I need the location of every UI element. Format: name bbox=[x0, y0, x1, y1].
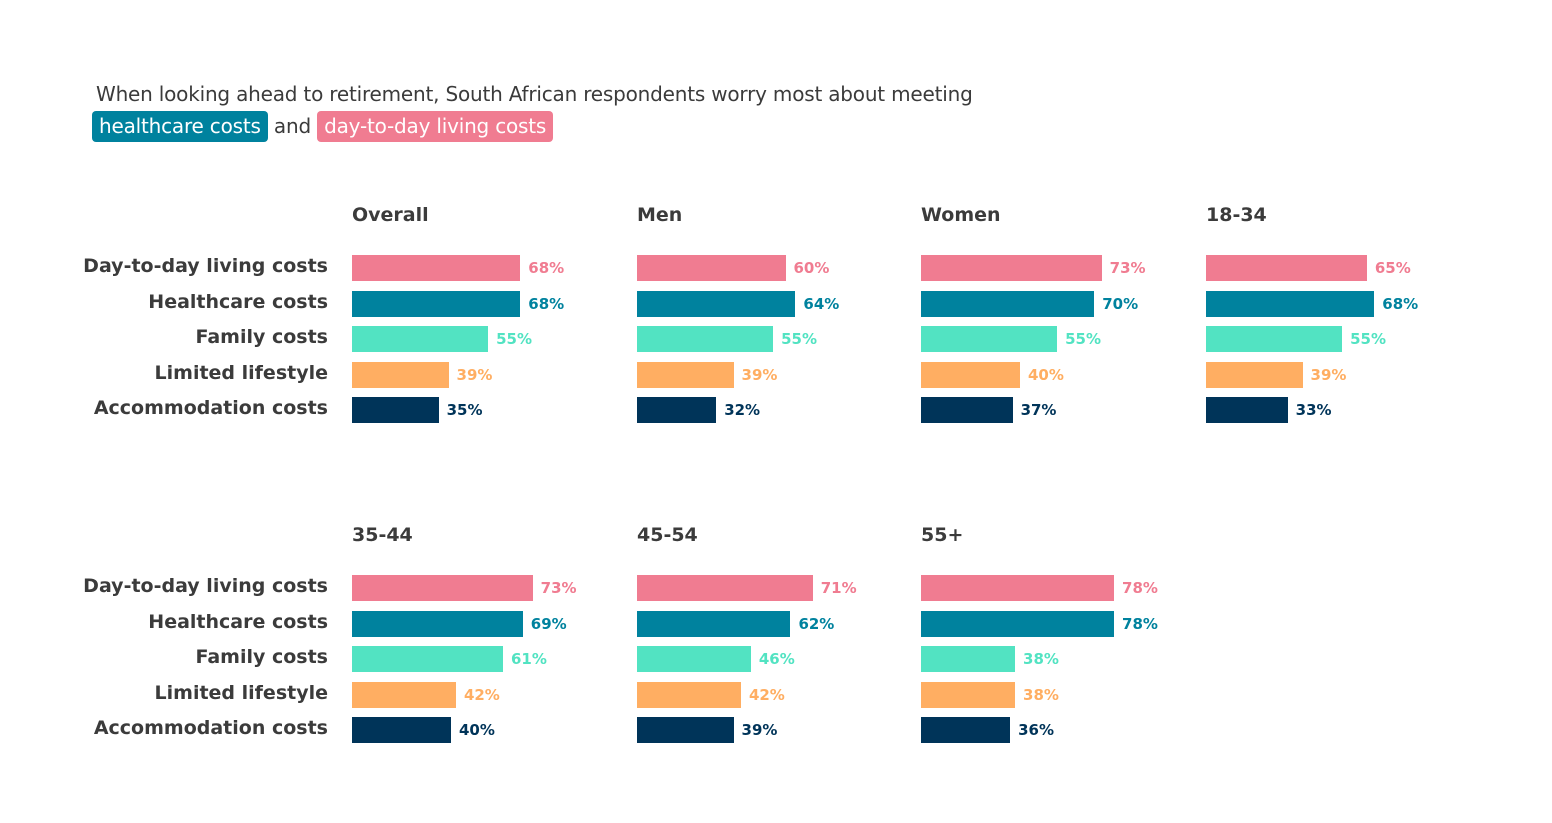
bar-women-limited-lifestyle bbox=[921, 361, 1020, 388]
bar-overall-limited-lifestyle bbox=[352, 361, 449, 388]
value-label-18-34-limited-lifestyle: 39% bbox=[1310, 365, 1347, 384]
value-label-men-limited-lifestyle: 39% bbox=[741, 365, 778, 384]
bar-35-44-day-to-day-living-costs bbox=[352, 575, 533, 601]
headline-line-2: healthcare costs and day-to-day living c… bbox=[92, 110, 973, 142]
value-label-overall-healthcare-costs: 68% bbox=[528, 294, 565, 313]
bar-men-day-to-day-living-costs bbox=[637, 255, 786, 281]
value-label-women-limited-lifestyle: 40% bbox=[1028, 365, 1064, 384]
value-label-women-healthcare-costs: 70% bbox=[1102, 294, 1139, 313]
bar-men-limited-lifestyle bbox=[637, 361, 734, 388]
panel-title-men: Men bbox=[637, 204, 683, 226]
value-label-women-day-to-day-living-costs: 73% bbox=[1109, 259, 1146, 277]
headline-connector: and bbox=[273, 114, 311, 138]
value-label-women-family-costs: 55% bbox=[1065, 330, 1102, 348]
value-label-55-accommodation-costs: 36% bbox=[1018, 721, 1054, 739]
value-label-men-accommodation-costs: 32% bbox=[724, 401, 761, 419]
category-label-accommodation-costs: Accommodation costs bbox=[93, 717, 328, 739]
bar-men-healthcare-costs bbox=[637, 290, 796, 317]
bar-55-healthcare-costs bbox=[921, 610, 1115, 637]
bar-men-accommodation-costs bbox=[637, 397, 717, 423]
value-label-overall-accommodation-costs: 35% bbox=[446, 401, 483, 419]
bar-35-44-family-costs bbox=[352, 646, 503, 672]
bar-35-44-accommodation-costs bbox=[352, 717, 451, 743]
category-label-accommodation-costs: Accommodation costs bbox=[93, 397, 328, 419]
category-label-day-to-day-living-costs: Day-to-day living costs bbox=[83, 255, 328, 277]
panel-title-45-54: 45-54 bbox=[637, 524, 698, 546]
value-label-55-healthcare-costs: 78% bbox=[1122, 614, 1158, 633]
value-label-55-family-costs: 38% bbox=[1023, 650, 1059, 668]
panel-title-35-44: 35-44 bbox=[352, 524, 413, 546]
bar-overall-day-to-day-living-costs bbox=[352, 255, 521, 281]
bar-45-54-accommodation-costs bbox=[637, 717, 734, 743]
value-label-55-limited-lifestyle: 38% bbox=[1023, 685, 1059, 704]
value-label-45-54-accommodation-costs: 39% bbox=[741, 721, 778, 739]
highlight-healthcare-costs: healthcare costs bbox=[92, 111, 268, 142]
category-label-day-to-day-living-costs: Day-to-day living costs bbox=[83, 575, 328, 597]
category-label-limited-lifestyle: Limited lifestyle bbox=[154, 681, 328, 704]
bar-35-44-limited-lifestyle bbox=[352, 681, 456, 708]
bar-45-54-family-costs bbox=[637, 646, 751, 672]
bar-overall-healthcare-costs bbox=[352, 290, 521, 317]
value-label-overall-family-costs: 55% bbox=[496, 330, 533, 348]
bar-55-limited-lifestyle bbox=[921, 681, 1016, 708]
bar-55-accommodation-costs bbox=[921, 717, 1011, 743]
value-label-men-family-costs: 55% bbox=[781, 330, 818, 348]
value-label-45-54-day-to-day-living-costs: 71% bbox=[820, 579, 857, 597]
bar-men-family-costs bbox=[637, 326, 774, 352]
category-label-limited-lifestyle: Limited lifestyle bbox=[154, 361, 328, 384]
value-label-women-accommodation-costs: 37% bbox=[1020, 401, 1057, 419]
panel-title-overall: Overall bbox=[352, 204, 429, 226]
value-label-45-54-limited-lifestyle: 42% bbox=[748, 685, 785, 704]
highlight-day-to-day-living-costs: day-to-day living costs bbox=[317, 111, 554, 142]
bar-women-family-costs bbox=[921, 326, 1058, 352]
bar-18-34-healthcare-costs bbox=[1206, 290, 1375, 317]
bar-women-accommodation-costs bbox=[921, 397, 1013, 423]
value-label-35-44-healthcare-costs: 69% bbox=[530, 614, 567, 633]
panel-title-18-34: 18-34 bbox=[1206, 204, 1267, 226]
value-label-55-day-to-day-living-costs: 78% bbox=[1122, 579, 1158, 597]
value-label-45-54-family-costs: 46% bbox=[758, 650, 795, 668]
value-label-men-day-to-day-living-costs: 60% bbox=[793, 259, 830, 277]
bar-18-34-family-costs bbox=[1206, 326, 1343, 352]
category-label-family-costs: Family costs bbox=[195, 326, 328, 348]
bar-18-34-accommodation-costs bbox=[1206, 397, 1288, 423]
bar-women-day-to-day-living-costs bbox=[921, 255, 1102, 281]
value-label-overall-day-to-day-living-costs: 68% bbox=[528, 259, 565, 277]
value-label-18-34-accommodation-costs: 33% bbox=[1295, 401, 1332, 419]
category-label-healthcare-costs: Healthcare costs bbox=[148, 290, 328, 313]
category-label-family-costs: Family costs bbox=[195, 646, 328, 668]
bar-overall-accommodation-costs bbox=[352, 397, 439, 423]
panel-title-55: 55+ bbox=[921, 524, 964, 546]
headline: When looking ahead to retirement, South … bbox=[92, 78, 973, 142]
bar-35-44-healthcare-costs bbox=[352, 610, 523, 637]
bar-55-family-costs bbox=[921, 646, 1016, 672]
panel-title-women: Women bbox=[921, 204, 1001, 226]
bar-women-healthcare-costs bbox=[921, 290, 1095, 317]
value-label-35-44-day-to-day-living-costs: 73% bbox=[540, 579, 577, 597]
bar-45-54-day-to-day-living-costs bbox=[637, 575, 813, 601]
value-label-18-34-family-costs: 55% bbox=[1350, 330, 1387, 348]
value-label-35-44-accommodation-costs: 40% bbox=[459, 721, 495, 739]
category-label-healthcare-costs: Healthcare costs bbox=[148, 610, 328, 633]
value-label-18-34-day-to-day-living-costs: 65% bbox=[1374, 259, 1411, 277]
bar-45-54-limited-lifestyle bbox=[637, 681, 741, 708]
bar-18-34-day-to-day-living-costs bbox=[1206, 255, 1367, 281]
bar-overall-family-costs bbox=[352, 326, 489, 352]
value-label-men-healthcare-costs: 64% bbox=[803, 294, 840, 313]
bar-45-54-healthcare-costs bbox=[637, 610, 791, 637]
value-label-45-54-healthcare-costs: 62% bbox=[798, 614, 835, 633]
value-label-18-34-healthcare-costs: 68% bbox=[1382, 294, 1419, 313]
value-label-35-44-family-costs: 61% bbox=[510, 650, 547, 668]
headline-line-1: When looking ahead to retirement, South … bbox=[96, 82, 973, 106]
bar-18-34-limited-lifestyle bbox=[1206, 361, 1303, 388]
value-label-35-44-limited-lifestyle: 42% bbox=[463, 685, 500, 704]
value-label-overall-limited-lifestyle: 39% bbox=[456, 365, 493, 384]
bar-55-day-to-day-living-costs bbox=[921, 575, 1115, 601]
